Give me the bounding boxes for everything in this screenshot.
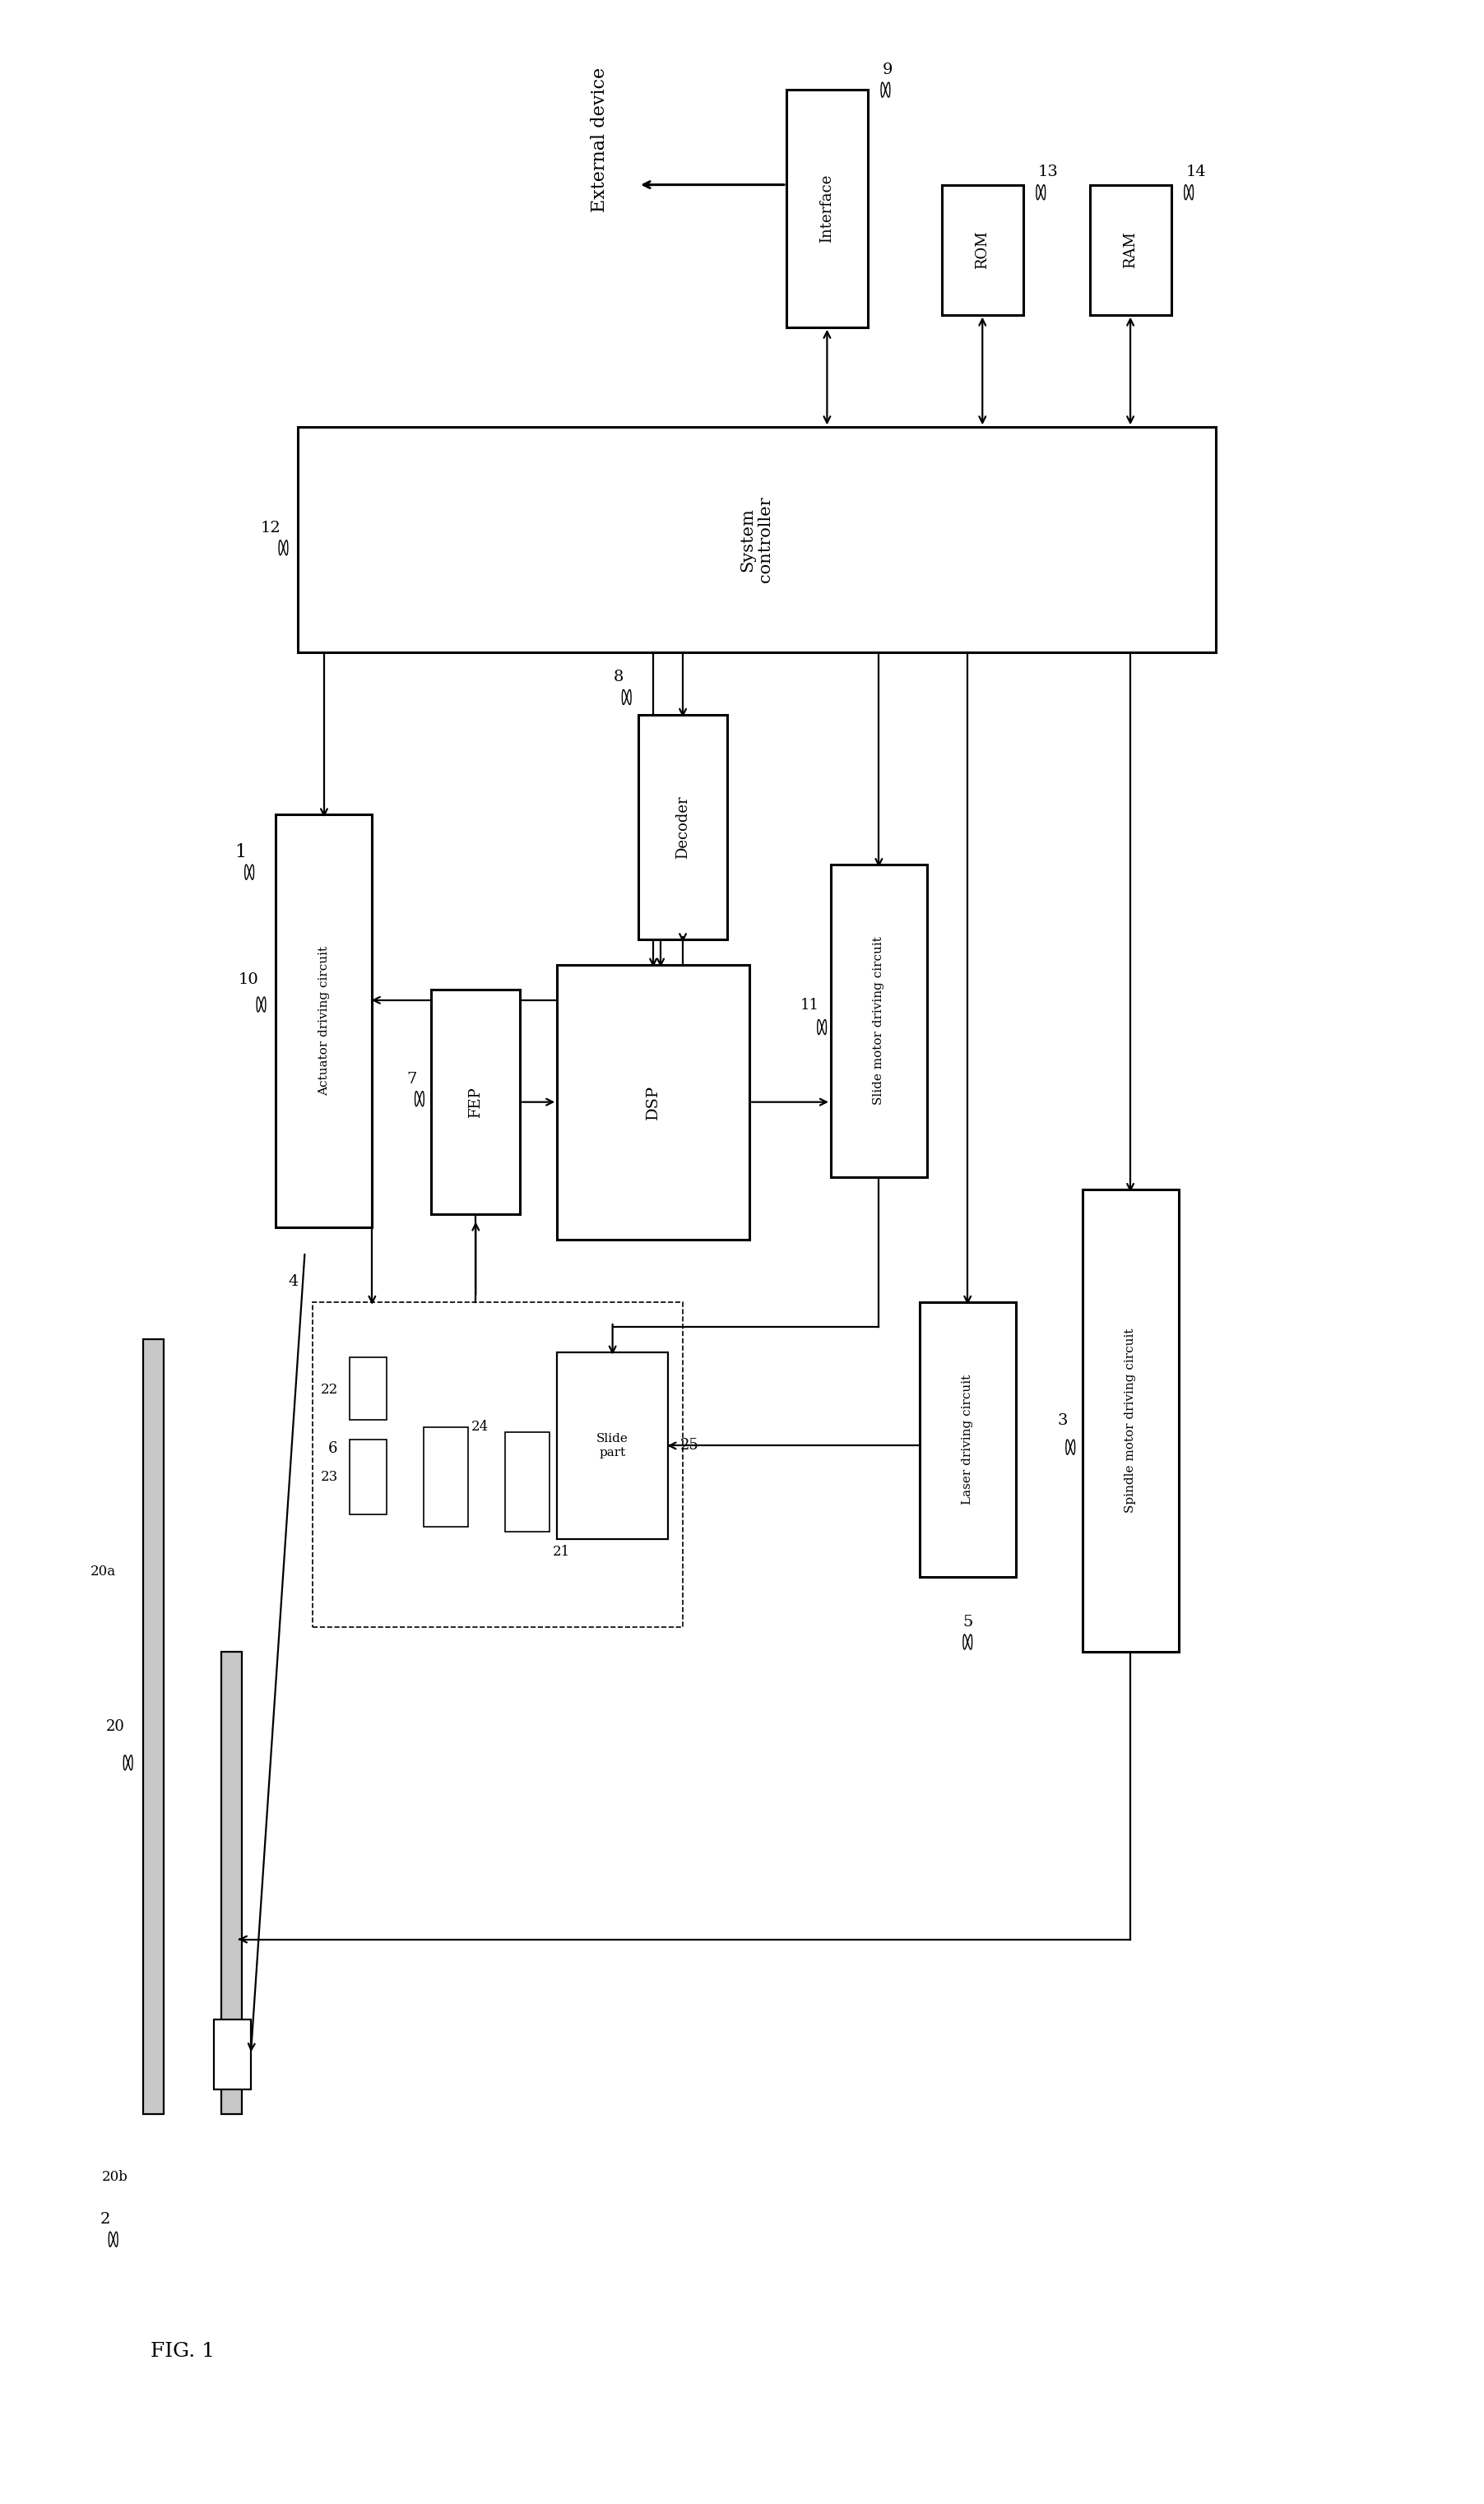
Text: 20a: 20a — [91, 1565, 116, 1580]
Text: 20: 20 — [107, 1720, 125, 1735]
Text: DSP: DSP — [646, 1084, 660, 1119]
Text: 21: 21 — [552, 1545, 570, 1560]
Text: 11: 11 — [800, 997, 819, 1012]
Text: Spindle motor driving circuit: Spindle motor driving circuit — [1125, 1330, 1137, 1512]
Text: 24: 24 — [472, 1420, 488, 1435]
Text: 2: 2 — [99, 2211, 110, 2226]
Text: 6: 6 — [328, 1440, 337, 1455]
Bar — [831, 864, 928, 1177]
Text: 25: 25 — [680, 1437, 699, 1452]
Text: FEP: FEP — [469, 1087, 484, 1117]
Bar — [424, 1427, 469, 1527]
Text: System
controller: System controller — [741, 496, 773, 583]
Text: Decoder: Decoder — [675, 796, 690, 859]
Text: Interface: Interface — [819, 175, 834, 243]
Text: External device: External device — [591, 68, 608, 213]
Text: 22: 22 — [321, 1382, 338, 1397]
Bar — [298, 428, 1215, 651]
Bar — [505, 1432, 549, 1532]
Bar — [942, 185, 1022, 316]
Text: Laser driving circuit: Laser driving circuit — [962, 1375, 974, 1505]
Text: 12: 12 — [260, 521, 280, 536]
Text: 13: 13 — [1037, 165, 1058, 180]
Text: 7: 7 — [407, 1072, 417, 1087]
Text: 1: 1 — [234, 844, 246, 861]
Bar — [1082, 1189, 1178, 1653]
Text: 8: 8 — [613, 669, 623, 684]
Bar — [432, 989, 519, 1214]
Bar — [920, 1302, 1015, 1578]
Text: 9: 9 — [883, 63, 893, 78]
Text: ROM: ROM — [975, 230, 990, 268]
Text: 3: 3 — [1057, 1412, 1067, 1427]
Text: 5: 5 — [963, 1615, 972, 1630]
Text: Slide
part: Slide part — [597, 1432, 629, 1457]
Text: 20b: 20b — [102, 2171, 128, 2183]
Bar — [787, 90, 868, 328]
Text: 23: 23 — [321, 1470, 338, 1485]
Text: Actuator driving circuit: Actuator driving circuit — [318, 947, 329, 1097]
Bar — [214, 2018, 251, 2088]
Bar — [276, 814, 372, 1227]
Bar — [638, 714, 727, 939]
Bar — [556, 1352, 668, 1540]
Bar — [350, 1357, 387, 1420]
Text: FIG. 1: FIG. 1 — [150, 2341, 214, 2361]
Bar — [350, 1440, 387, 1515]
Bar — [556, 964, 749, 1239]
Bar — [221, 1653, 242, 2113]
Bar — [313, 1302, 683, 1628]
Bar — [1089, 185, 1171, 316]
Text: Slide motor driving circuit: Slide motor driving circuit — [873, 936, 884, 1104]
Bar — [142, 1340, 163, 2113]
Text: 4: 4 — [288, 1275, 298, 1290]
Text: 14: 14 — [1186, 165, 1206, 180]
Text: RAM: RAM — [1123, 230, 1138, 268]
Text: 10: 10 — [237, 972, 258, 987]
